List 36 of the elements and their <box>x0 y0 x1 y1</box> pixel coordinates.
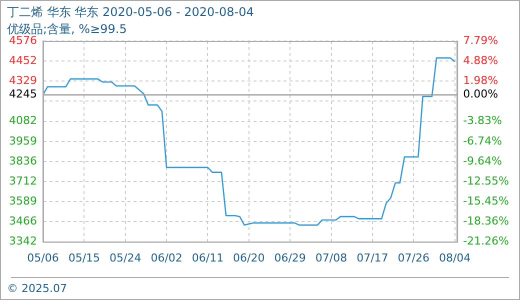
y2-tick-label: -15.45% <box>463 194 510 208</box>
y-tick-label: 4452 <box>8 54 37 68</box>
y2-tick-label: 0.00% <box>463 88 498 101</box>
y-tick-label: 3589 <box>8 194 37 208</box>
x-tick-label: 08/04 <box>438 251 471 264</box>
y2-tick-label: 7.79% <box>463 34 498 47</box>
x-tick-label: 05/15 <box>68 251 100 264</box>
y2-tick-label: 4.88% <box>463 54 498 67</box>
x-tick-label: 06/02 <box>150 251 182 264</box>
x-tick-label: 05/24 <box>110 251 142 264</box>
x-tick-label: 07/17 <box>356 251 388 264</box>
x-tick-label: 06/11 <box>192 251 224 264</box>
x-tick-label: 07/08 <box>315 251 348 264</box>
x-tick-label: 06/20 <box>233 251 265 264</box>
x-tick-label: 07/26 <box>398 251 430 264</box>
y2-tick-label: -6.74% <box>463 134 502 148</box>
y-tick-label: 3836 <box>8 154 37 168</box>
y-tick-label: 4329 <box>8 74 37 88</box>
y-tick-label: 3466 <box>8 214 37 228</box>
y-tick-label: 4576 <box>8 34 37 47</box>
y2-tick-label: -21.26% <box>463 234 510 248</box>
y-tick-label: 4245 <box>8 88 37 101</box>
text: © 2025.07 <box>7 282 67 295</box>
y-tick-label: 3342 <box>8 234 37 248</box>
y-tick-label: 4082 <box>8 114 37 128</box>
chart-subtitle: 优级品;含量, %≥99.5 <box>7 21 127 36</box>
y-tick-label: 3959 <box>8 134 37 148</box>
y2-tick-label: -9.64% <box>463 154 502 168</box>
x-tick-label: 06/29 <box>274 251 306 264</box>
x-tick-label: 05/06 <box>27 251 59 264</box>
chart-title: 丁二烯 华东 华东 2020-05-06 - 2020-08-04 <box>7 4 254 21</box>
y2-tick-label: -3.83% <box>463 114 502 128</box>
y2-tick-label: -12.55% <box>463 174 510 188</box>
y2-tick-label: -18.36% <box>463 214 510 228</box>
y-tick-label: 3712 <box>8 174 37 188</box>
y2-tick-label: 1.98% <box>463 74 498 88</box>
